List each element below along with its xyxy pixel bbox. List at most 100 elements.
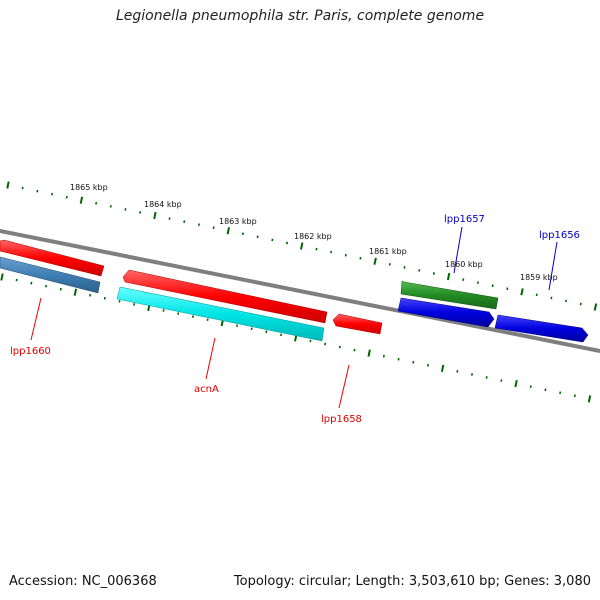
- minor-tick: [315, 247, 318, 251]
- minor-tick: [573, 394, 576, 398]
- minor-tick: [491, 284, 494, 288]
- callout-line-lpp1657: [453, 226, 463, 274]
- minor-tick: [280, 333, 283, 337]
- upper-tick-ruler: [6, 181, 598, 311]
- minor-tick: [212, 226, 215, 230]
- minor-tick: [579, 302, 582, 306]
- kbp-label: 1862 kbp: [294, 232, 332, 241]
- gene-acnA-shadow-arrow[interactable]: [116, 286, 325, 342]
- minor-tick: [124, 208, 127, 211]
- minor-tick: [30, 281, 33, 285]
- minor-tick: [388, 263, 391, 266]
- major-tick: [153, 211, 157, 220]
- minor-tick: [286, 241, 289, 245]
- major-tick: [79, 196, 84, 204]
- callout-line-acnA: [205, 337, 216, 380]
- minor-tick: [344, 253, 347, 257]
- minor-tick: [462, 278, 465, 281]
- callout-line-lpp1658: [338, 364, 350, 409]
- gene-label-lpp1657[interactable]: lpp1657: [444, 214, 485, 225]
- minor-tick: [133, 303, 136, 306]
- minor-tick: [36, 189, 39, 193]
- minor-tick: [265, 330, 268, 334]
- minor-tick: [418, 269, 421, 272]
- major-tick: [367, 349, 371, 357]
- minor-tick: [559, 391, 562, 395]
- major-tick: [593, 303, 598, 311]
- kbp-label: 1860 kbp: [445, 260, 483, 269]
- gene-lpp1657-shadow-arrow[interactable]: [397, 297, 495, 328]
- major-tick: [373, 257, 377, 265]
- minor-tick: [59, 287, 62, 291]
- minor-tick: [183, 220, 186, 223]
- minor-tick: [65, 195, 68, 199]
- minor-tick: [359, 256, 362, 260]
- minor-tick: [206, 318, 209, 321]
- minor-tick: [324, 342, 327, 346]
- minor-tick: [89, 293, 92, 297]
- lower-tick-ruler: [0, 273, 592, 403]
- minor-tick: [241, 232, 244, 236]
- accession-text: Accession: NC_006368: [9, 574, 157, 589]
- gene-acnA-arrow[interactable]: [122, 269, 328, 324]
- major-tick: [73, 288, 78, 296]
- minor-tick: [397, 357, 400, 361]
- gene-label-lpp1656[interactable]: lpp1656: [539, 230, 580, 241]
- major-tick: [300, 242, 304, 250]
- gene-lpp1656-arrow[interactable]: [494, 314, 589, 343]
- callout-line-lpp1660: [30, 297, 42, 341]
- minor-tick: [506, 287, 509, 291]
- minor-tick: [103, 296, 106, 300]
- major-tick: [446, 272, 451, 281]
- minor-tick: [529, 385, 532, 388]
- gene-lpp1660-arrow[interactable]: [0, 239, 105, 277]
- minor-tick: [250, 327, 253, 331]
- minor-tick: [500, 379, 503, 382]
- minor-tick: [382, 354, 385, 358]
- minor-tick: [191, 315, 194, 318]
- kbp-label: 1864 kbp: [144, 200, 182, 209]
- gene-label-lpp1660[interactable]: lpp1660: [10, 346, 51, 357]
- minor-tick: [197, 223, 200, 226]
- major-tick: [6, 181, 10, 189]
- minor-tick: [21, 186, 24, 190]
- kbp-label: 1863 kbp: [219, 217, 257, 226]
- minor-tick: [456, 370, 459, 373]
- chromosome-backbone: [0, 229, 600, 353]
- major-tick: [440, 364, 445, 372]
- minor-tick: [271, 238, 274, 242]
- gene-lpp1657-arrow[interactable]: [400, 280, 499, 310]
- minor-tick: [139, 211, 142, 214]
- minor-tick: [565, 299, 568, 303]
- minor-tick: [45, 284, 48, 288]
- genome-summary-text: Topology: circular; Length: 3,503,610 bp…: [233, 574, 591, 589]
- major-tick: [520, 288, 524, 296]
- minor-tick: [338, 345, 341, 349]
- minor-tick: [544, 388, 547, 392]
- minor-tick: [162, 309, 165, 312]
- kbp-label: 1865 kbp: [70, 183, 108, 192]
- major-tick: [0, 273, 4, 281]
- major-tick: [514, 379, 518, 388]
- genome-title: Legionella pneumophila str. Paris, compl…: [115, 8, 485, 24]
- gene-lpp1658-arrow[interactable]: [332, 313, 383, 335]
- gene-lpp1660-shadow-arrow[interactable]: [0, 256, 101, 294]
- gene-label-acnA[interactable]: acnA: [194, 384, 219, 395]
- minor-tick: [256, 235, 259, 239]
- minor-tick: [51, 192, 54, 196]
- minor-tick: [426, 363, 429, 367]
- minor-tick: [168, 217, 171, 220]
- minor-tick: [309, 339, 312, 343]
- callout-line-lpp1656: [548, 241, 558, 291]
- kbp-label: 1859 kbp: [520, 273, 558, 282]
- minor-tick: [177, 312, 180, 315]
- minor-tick: [476, 281, 479, 284]
- minor-tick: [485, 376, 488, 379]
- major-tick: [587, 395, 592, 403]
- minor-tick: [412, 360, 415, 364]
- minor-tick: [403, 266, 406, 269]
- gene-label-lpp1658[interactable]: lpp1658: [321, 414, 362, 425]
- major-tick: [226, 227, 230, 235]
- minor-tick: [95, 201, 98, 205]
